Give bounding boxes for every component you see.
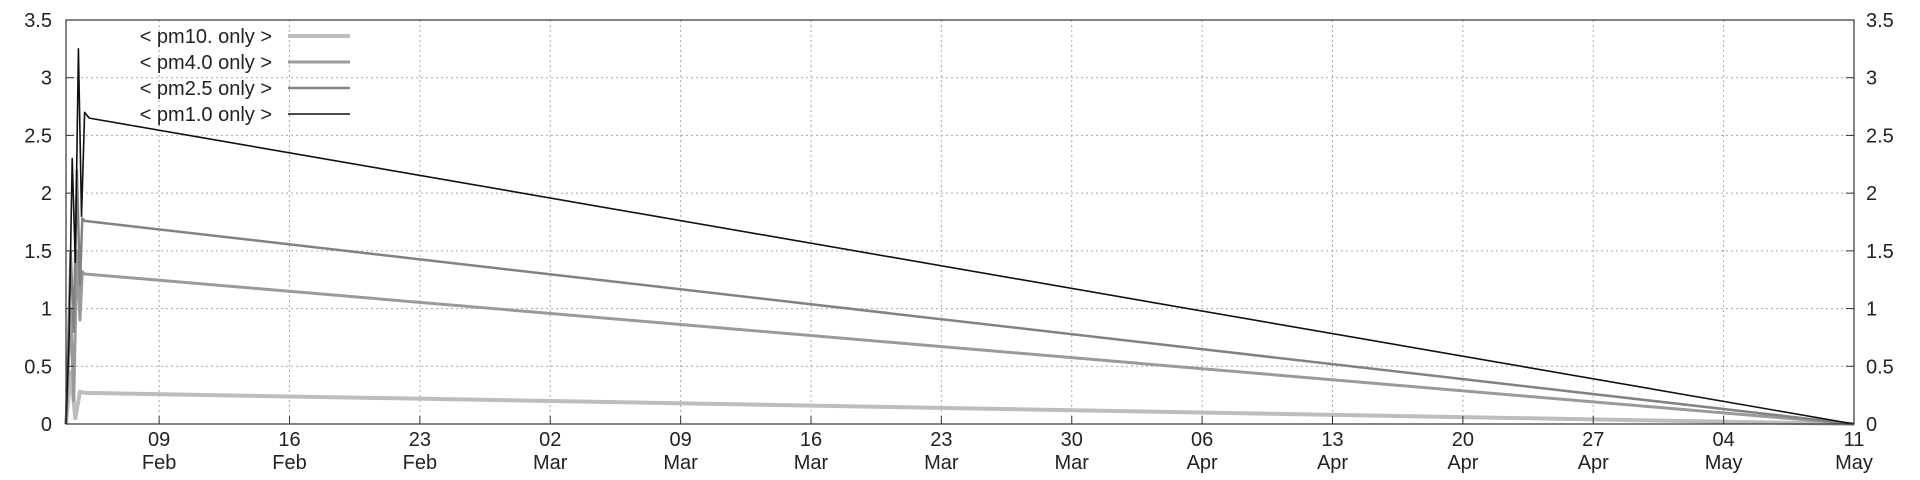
grid-layer — [66, 20, 1854, 424]
y-tick-label-right: 2.5 — [1866, 125, 1894, 147]
x-tick-month-label: Apr — [1447, 452, 1478, 474]
y-tick-label-right: 1.5 — [1866, 241, 1894, 263]
x-tick-day-label: 11 — [1844, 429, 1865, 451]
x-tick-day-label: 04 — [1713, 429, 1735, 451]
x-tick-month-label: Mar — [924, 452, 959, 474]
x-tick-month-label: Apr — [1317, 452, 1348, 474]
y-tick-label-left: 2.5 — [24, 125, 52, 147]
x-tick-day-label: 02 — [539, 429, 561, 451]
x-tick-month-label: Mar — [663, 452, 698, 474]
y-tick-label-right: 0.5 — [1866, 356, 1894, 378]
x-tick-month-label: Feb — [272, 452, 306, 474]
x-tick-month-label: Mar — [1055, 452, 1090, 474]
x-tick-day-label: 16 — [278, 429, 300, 451]
x-tick-day-label: 20 — [1452, 429, 1474, 451]
series-line-4 — [65, 48, 1855, 425]
series-line-1 — [64, 370, 1855, 426]
axis-layer: 0 00.5 0.51 11.5 1.52 22.5 2.53 33.5 3.509Feb16F… — [24, 10, 1894, 474]
y-tick-label-left: 0.5 — [24, 356, 52, 378]
x-tick-day-label: 16 — [800, 429, 822, 451]
legend-label-3: < pm2.5 only > — [140, 78, 272, 100]
y-tick-label-right: 0 — [1866, 414, 1877, 436]
y-tick-label-left: 2 — [41, 183, 52, 205]
x-tick-month-label: May — [1705, 452, 1743, 474]
y-tick-label-right: 3.5 — [1866, 10, 1894, 32]
x-tick-month-label: Mar — [533, 452, 568, 474]
x-tick-day-label: 09 — [670, 429, 692, 451]
y-tick-label-left: 3.5 — [24, 10, 52, 32]
y-tick-label-right: 1 — [1866, 299, 1877, 321]
x-tick-day-label: 13 — [1321, 429, 1343, 451]
x-tick-day-label: 27 — [1582, 429, 1604, 451]
y-tick-label-left: 1 — [41, 299, 52, 321]
legend-label-1: < pm10. only > — [140, 26, 272, 48]
x-tick-month-label: May — [1835, 452, 1873, 474]
x-tick-day-label: 09 — [148, 429, 170, 451]
x-tick-month-label: Feb — [142, 452, 176, 474]
legend-label-2: < pm4.0 only > — [140, 52, 272, 74]
x-tick-month-label: Feb — [403, 452, 437, 474]
x-tick-day-label: 30 — [1061, 429, 1083, 451]
y-tick-label-right: 2 — [1866, 183, 1877, 205]
x-tick-month-label: Mar — [794, 452, 829, 474]
legend: < pm10. only > < pm4.0 only > < pm2.5 only… — [140, 26, 350, 126]
series-line-2 — [64, 249, 1855, 426]
series-layer — [64, 48, 1855, 426]
y-tick-label-right: 3 — [1866, 68, 1877, 90]
series-line-3 — [64, 168, 1855, 426]
x-tick-month-label: Apr — [1187, 452, 1218, 474]
x-tick-day-label: 23 — [409, 429, 431, 451]
x-tick-day-label: 06 — [1191, 429, 1213, 451]
y-tick-label-left: 1.5 — [24, 241, 52, 263]
y-tick-label-left: 0 — [41, 414, 52, 436]
plot-frame — [65, 19, 1855, 425]
legend-label-4: < pm1.0 only > — [140, 104, 272, 126]
x-tick-day-label: 23 — [930, 429, 952, 451]
y-tick-label-left: 3 — [41, 68, 52, 90]
x-tick-month-label: Apr — [1578, 452, 1609, 474]
